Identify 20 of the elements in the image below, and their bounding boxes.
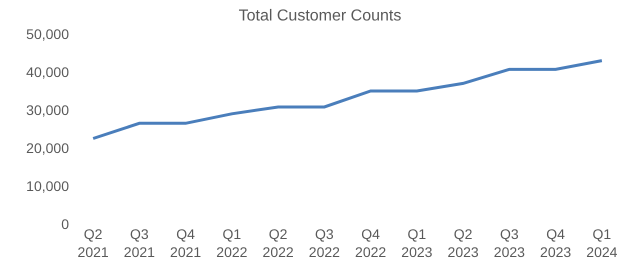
chart-title: Total Customer Counts <box>238 8 402 25</box>
x-tick-label: Q1 2022 <box>216 226 248 260</box>
x-tick-label: Q2 2023 <box>448 226 479 260</box>
x-tick-label: Q3 2021 <box>124 226 156 260</box>
y-tick-label: 30,000 <box>26 102 70 118</box>
y-tick-label: 50,000 <box>26 26 70 42</box>
y-tick-label: 10,000 <box>26 178 70 194</box>
x-tick-label: Q4 2021 <box>170 226 202 260</box>
x-tick-label: Q4 2022 <box>355 226 386 260</box>
x-tick-label: Q1 2023 <box>401 226 433 260</box>
x-tick-label: Q4 2023 <box>540 226 572 260</box>
x-tick-label: Q2 2021 <box>78 226 109 260</box>
x-tick-label: Q3 2023 <box>494 226 526 260</box>
line-series <box>92 59 604 140</box>
y-tick-label: 20,000 <box>26 140 70 156</box>
y-tick-label: 0 <box>61 216 70 232</box>
y-tick-label: 40,000 <box>26 64 70 80</box>
x-tick-label: Q2 2022 <box>262 226 294 260</box>
x-tick-label: Q1 2024 <box>586 226 618 260</box>
x-tick-label: Q3 2022 <box>308 226 340 260</box>
